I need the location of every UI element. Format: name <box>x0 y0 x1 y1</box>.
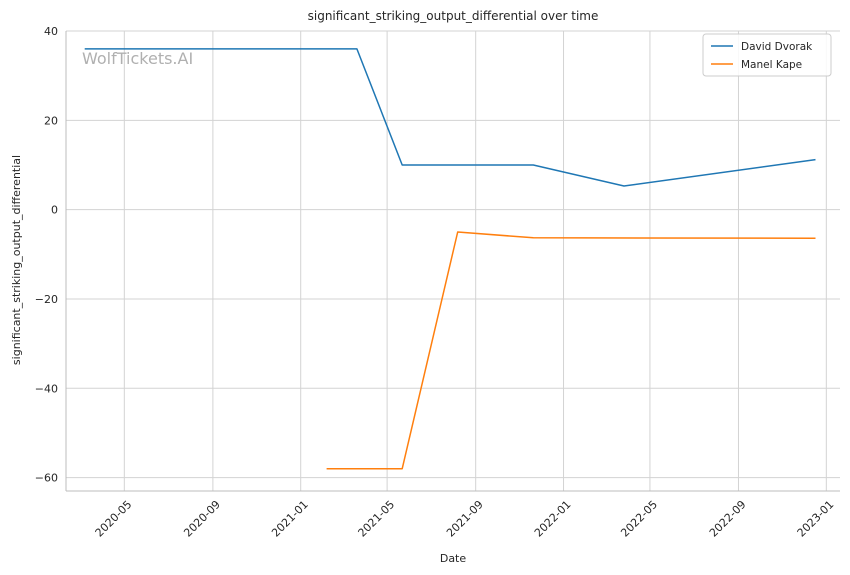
y-tick-label: −60 <box>35 472 58 485</box>
x-tick-label: 2021-05 <box>356 498 398 540</box>
tick-labels: 40 20 0 −20 −40 −60 2020-05 2020-09 2021-01 2021-… <box>35 25 837 540</box>
x-tick-label: 2023-01 <box>795 498 837 540</box>
axes-frame <box>65 31 840 492</box>
y-tick-label: −20 <box>35 293 58 306</box>
x-tick-label: 2020-05 <box>93 498 135 540</box>
chart-title: significant_striking_output_differential… <box>308 9 599 23</box>
y-tick-label: 40 <box>44 25 58 38</box>
x-tick-label: 2022-01 <box>532 498 574 540</box>
legend-label: Manel Kape <box>741 59 802 71</box>
y-axis-label: significant_striking_output_differential <box>10 155 23 365</box>
x-tick-label: 2020-09 <box>181 498 223 540</box>
x-axis-label: Date <box>440 552 467 565</box>
x-tick-label: 2021-09 <box>444 498 486 540</box>
series-line <box>326 231 816 470</box>
y-tick-label: −40 <box>35 382 58 395</box>
watermark-text: WolfTickets.AI <box>82 49 193 68</box>
legend-label: David Dvorak <box>741 41 813 53</box>
x-tick-label: 2022-09 <box>707 498 749 540</box>
grid-lines <box>66 30 840 491</box>
y-tick-label: 20 <box>44 114 58 127</box>
series-lines <box>84 48 816 470</box>
y-tick-label: 0 <box>51 204 58 217</box>
x-tick-label: 2021-01 <box>269 498 311 540</box>
series-line <box>84 48 816 187</box>
legend: David Dvorak Manel Kape <box>702 33 832 77</box>
legend-box <box>702 33 832 77</box>
x-tick-label: 2022-05 <box>618 498 660 540</box>
